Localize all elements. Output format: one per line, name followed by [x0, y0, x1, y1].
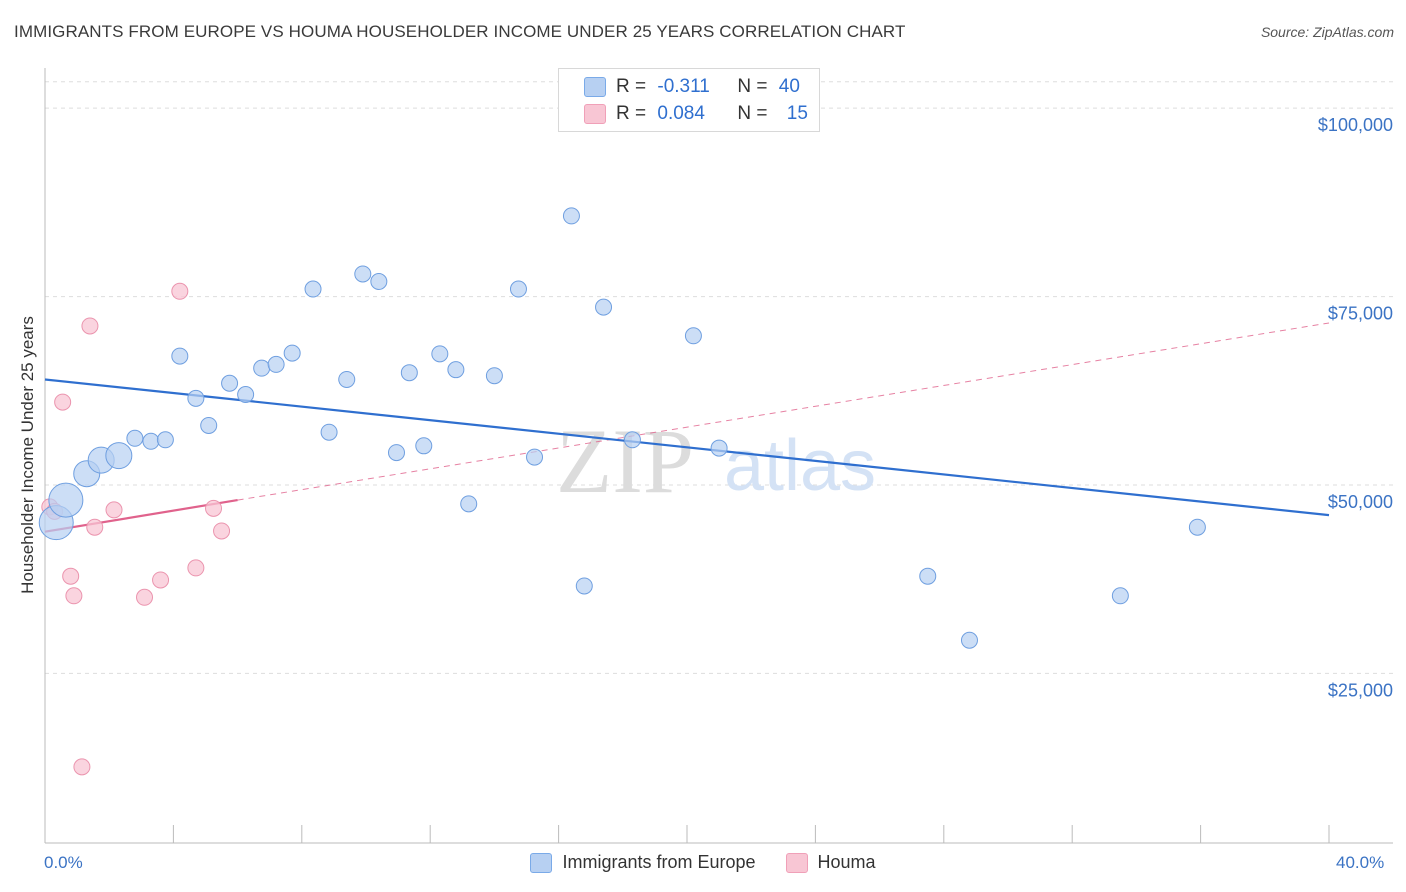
europe-trend-line [44, 378, 1330, 517]
europe-point [370, 272, 388, 290]
europe-point [595, 298, 613, 316]
europe-point [400, 364, 418, 382]
europe-point [187, 389, 205, 407]
europe-point [105, 442, 133, 470]
axes [44, 68, 1393, 844]
legend-row-europe: R = -0.311 N = 40 [584, 75, 800, 99]
x-tick-max: 40.0% [1336, 853, 1385, 872]
europe-point [320, 423, 338, 441]
europe-point [387, 444, 405, 462]
europe-point [460, 495, 478, 513]
europe-point [960, 631, 978, 649]
europe-point [509, 280, 527, 298]
europe-point [283, 344, 301, 362]
europe-point [1111, 587, 1129, 605]
y-tick-label: $100,000 [1318, 115, 1393, 135]
houma-point [171, 282, 189, 300]
watermark: ZIP atlas [556, 410, 876, 512]
europe-point [354, 265, 372, 283]
europe-point [200, 416, 218, 434]
europe-point [447, 361, 465, 379]
houma-point [81, 317, 99, 335]
europe-point [710, 439, 728, 457]
x-tick-min: 0.0% [44, 853, 83, 872]
houma-point [86, 518, 104, 536]
europe-point [304, 280, 322, 298]
watermark-atlas: atlas [724, 426, 876, 506]
legend-r-value-houma: 0.084 [657, 103, 705, 124]
europe-point [431, 345, 449, 363]
europe-point [253, 359, 271, 377]
europe-point [338, 370, 356, 388]
europe-point [684, 327, 702, 345]
trend-lines [44, 322, 1330, 533]
legend-swatch-houma [584, 104, 606, 124]
legend-r-value-europe: -0.311 [657, 76, 710, 97]
houma-point [62, 567, 80, 585]
houma-point [73, 758, 91, 776]
legend-label-europe: Immigrants from Europe [562, 852, 756, 872]
gridlines [45, 81, 1393, 674]
europe-point [48, 482, 84, 518]
houma-point [152, 571, 170, 589]
series-legend: Immigrants from Europe Houma [0, 852, 1406, 873]
europe-point [237, 386, 255, 404]
legend-r-label: R = [616, 103, 652, 124]
y-tick-label: $75,000 [1328, 304, 1393, 324]
houma-point [136, 588, 154, 606]
europe-point [415, 437, 433, 455]
legend-swatch-houma [785, 852, 808, 873]
legend-label-houma: Houma [817, 852, 876, 872]
europe-point [171, 347, 189, 365]
europe-point [1188, 518, 1206, 536]
y-tick-labels: $25,000 $50,000 $75,000 $100,000 [1318, 115, 1393, 700]
europe-point [221, 374, 239, 392]
correlation-legend: R = -0.311 N = 40 R = 0.084 N = 15 [558, 68, 820, 132]
houma-trend-extension [237, 322, 1330, 501]
legend-r-label: R = [616, 76, 652, 97]
europe-point [156, 431, 174, 449]
europe-point [562, 207, 580, 225]
legend-swatch-europe [584, 77, 606, 97]
legend-item-houma: Houma [785, 852, 876, 873]
houma-point [54, 393, 72, 411]
europe-point [623, 431, 641, 449]
houma-point [213, 522, 231, 540]
legend-n-label: N = [737, 103, 773, 124]
europe-point [485, 367, 503, 385]
watermark-zip: ZIP [556, 410, 694, 512]
europe-point [526, 448, 544, 466]
data-points [38, 207, 1206, 776]
houma-point [105, 501, 123, 519]
chart-title: IMMIGRANTS FROM EUROPE VS HOUMA HOUSEHOL… [14, 22, 906, 41]
legend-n-label: N = [737, 76, 773, 97]
houma-trend-line [44, 498, 238, 533]
houma-point [65, 587, 83, 605]
europe-point [142, 432, 160, 450]
y-tick-label: $50,000 [1328, 492, 1393, 512]
europe-point [919, 567, 937, 585]
legend-swatch-europe [530, 852, 553, 873]
source-label: Source: ZipAtlas.com [1260, 24, 1394, 40]
legend-n-value-europe: 40 [778, 76, 800, 97]
europe-point [267, 355, 285, 373]
houma-point [205, 499, 223, 517]
y-tick-label: $25,000 [1328, 680, 1393, 700]
legend-row-houma: R = 0.084 N = 15 [584, 102, 808, 126]
europe-point [575, 577, 593, 595]
legend-item-europe: Immigrants from Europe [530, 852, 756, 873]
legend-n-value-houma: 15 [786, 103, 808, 124]
europe-point [126, 429, 144, 447]
houma-point [187, 559, 205, 577]
